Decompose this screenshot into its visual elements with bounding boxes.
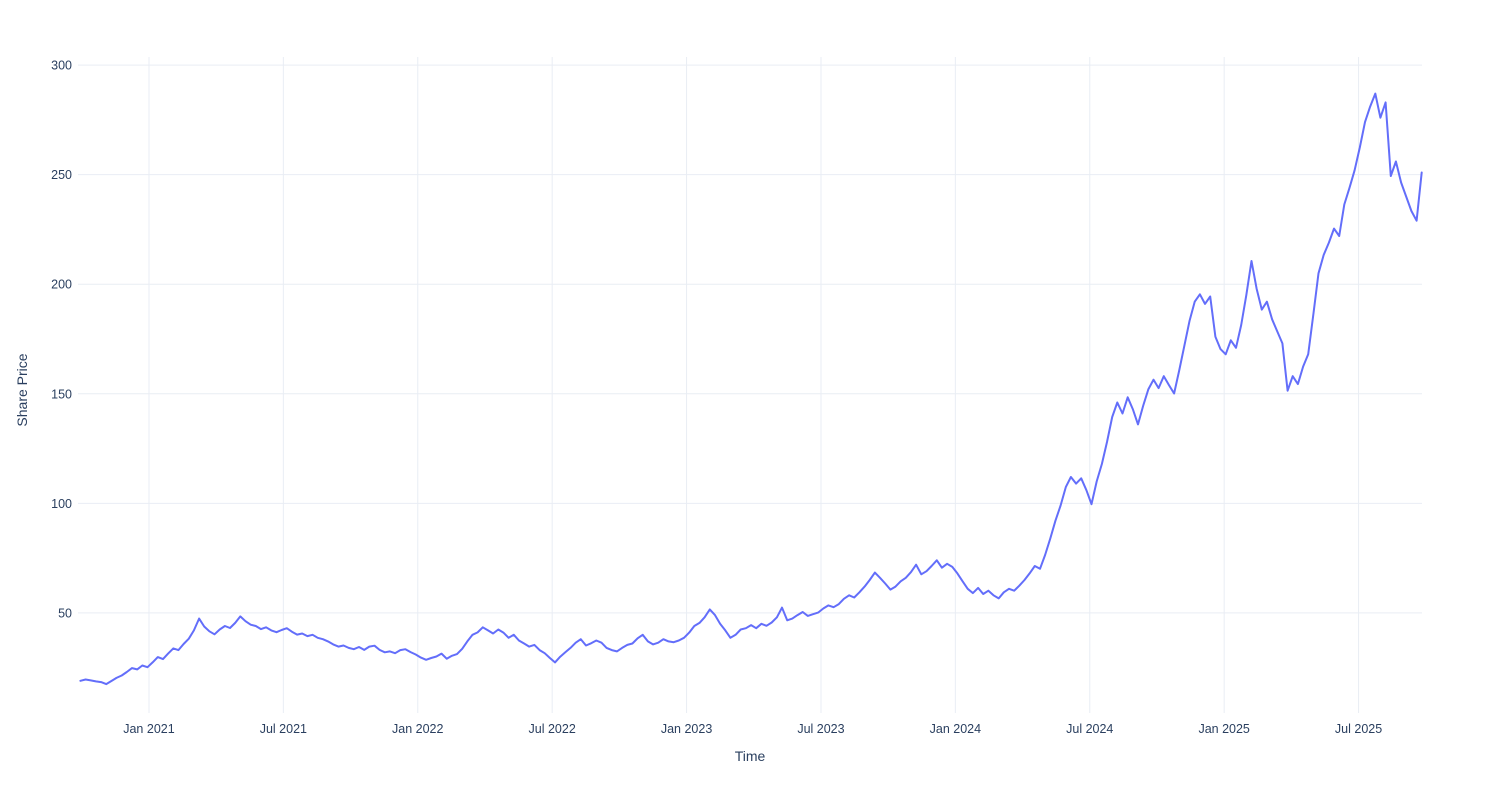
x-tick-label: Jul 2024 bbox=[1066, 722, 1113, 736]
share-price-line-series[interactable] bbox=[79, 92, 1423, 686]
x-tick-label: Jan 2023 bbox=[661, 722, 712, 736]
gridlines bbox=[78, 57, 1422, 713]
x-tick-label: Jan 2022 bbox=[392, 722, 443, 736]
x-tick-label: Jul 2022 bbox=[529, 722, 576, 736]
y-tick-label: 200 bbox=[51, 278, 72, 292]
x-tick-label: Jan 2021 bbox=[123, 722, 174, 736]
x-tick-label: Jan 2025 bbox=[1198, 722, 1249, 736]
y-tick-label: 50 bbox=[58, 606, 72, 620]
x-tick-label: Jul 2023 bbox=[797, 722, 844, 736]
y-tick-label: 100 bbox=[51, 497, 72, 511]
x-tick-label: Jan 2024 bbox=[930, 722, 981, 736]
y-tick-label: 250 bbox=[51, 168, 72, 182]
x-tick-label: Jul 2025 bbox=[1335, 722, 1382, 736]
y-tick-label: 300 bbox=[51, 59, 72, 73]
axis-tick-labels: 50 100 150 200 250 300 Jan 2021 Jul 2021 Jan 202… bbox=[51, 59, 1382, 736]
x-tick-label: Jul 2021 bbox=[260, 722, 307, 736]
y-axis-title: Share Price bbox=[14, 353, 30, 426]
y-tick-label: 150 bbox=[51, 387, 72, 401]
x-axis-title: Time bbox=[735, 748, 766, 764]
